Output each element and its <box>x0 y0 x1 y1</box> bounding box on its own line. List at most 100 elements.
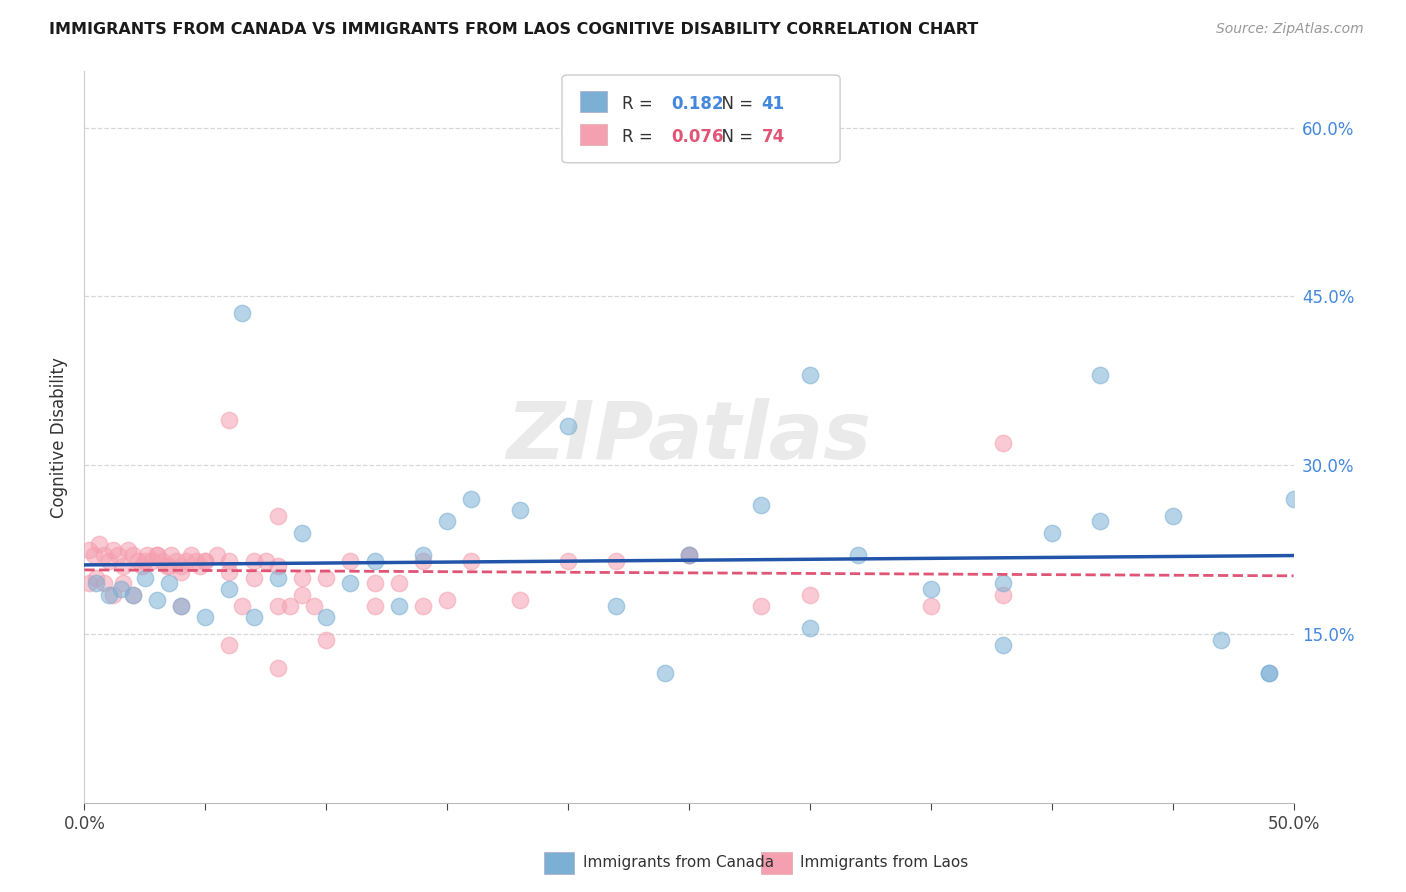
Point <box>654 666 676 681</box>
Point <box>799 588 821 602</box>
Point <box>218 565 240 579</box>
Point <box>557 554 579 568</box>
Point <box>231 599 253 613</box>
Point <box>412 548 434 562</box>
Point <box>134 571 156 585</box>
Text: IMMIGRANTS FROM CANADA VS IMMIGRANTS FROM LAOS COGNITIVE DISABILITY CORRELATION : IMMIGRANTS FROM CANADA VS IMMIGRANTS FRO… <box>49 22 979 37</box>
Point <box>993 435 1015 450</box>
Point <box>121 548 143 562</box>
Point <box>180 548 202 562</box>
Point <box>993 576 1015 591</box>
Point <box>218 582 240 596</box>
Point <box>194 554 217 568</box>
Point <box>605 554 627 568</box>
Point <box>218 638 240 652</box>
Point <box>751 599 773 613</box>
Point <box>231 306 253 320</box>
Point <box>97 588 120 602</box>
Text: 74: 74 <box>762 128 785 146</box>
Point <box>278 599 301 613</box>
Point <box>436 593 458 607</box>
Text: Source: ZipAtlas.com: Source: ZipAtlas.com <box>1216 22 1364 37</box>
Point <box>121 588 143 602</box>
Point <box>436 515 458 529</box>
Point <box>339 554 361 568</box>
Point <box>77 576 100 591</box>
Text: N =: N = <box>710 128 758 146</box>
Point <box>107 548 129 562</box>
Point <box>170 565 193 579</box>
Point <box>412 599 434 613</box>
Point <box>97 554 120 568</box>
Point <box>315 571 337 585</box>
Text: R =: R = <box>623 128 658 146</box>
Point <box>254 554 277 568</box>
Point <box>190 559 212 574</box>
Point <box>1088 368 1111 383</box>
Point <box>1282 491 1305 506</box>
Point <box>460 554 482 568</box>
Text: 41: 41 <box>762 95 785 113</box>
Point <box>86 576 108 591</box>
Point <box>363 599 385 613</box>
Point <box>1161 508 1184 523</box>
Point <box>103 588 125 602</box>
Point <box>267 661 290 675</box>
Point <box>194 554 217 568</box>
Text: ZIPatlas: ZIPatlas <box>506 398 872 476</box>
Text: Immigrants from Laos: Immigrants from Laos <box>800 855 969 871</box>
Point <box>267 571 290 585</box>
Point <box>363 576 385 591</box>
Point <box>1258 666 1281 681</box>
Point <box>388 576 411 591</box>
Point <box>146 593 169 607</box>
Point <box>678 548 700 562</box>
Point <box>509 503 531 517</box>
Point <box>93 548 115 562</box>
Point <box>291 525 314 540</box>
Point <box>170 599 193 613</box>
Point <box>86 571 108 585</box>
Point <box>509 593 531 607</box>
Point <box>920 599 942 613</box>
Point <box>127 554 149 568</box>
Point <box>207 548 229 562</box>
Point <box>131 559 153 574</box>
Point <box>267 599 290 613</box>
Point <box>846 548 869 562</box>
Point <box>112 576 135 591</box>
Point <box>412 554 434 568</box>
Point <box>242 554 264 568</box>
Point <box>146 548 169 562</box>
Point <box>993 638 1015 652</box>
Point <box>218 554 240 568</box>
Point <box>218 413 240 427</box>
Point <box>155 559 177 574</box>
Point <box>83 548 105 562</box>
Text: 0.182: 0.182 <box>671 95 723 113</box>
Point <box>315 632 337 647</box>
Point <box>136 548 159 562</box>
Point <box>141 554 163 568</box>
Point <box>165 554 187 568</box>
Point <box>117 542 139 557</box>
Point <box>302 599 325 613</box>
Point <box>157 576 180 591</box>
Point <box>1040 525 1063 540</box>
Point <box>339 576 361 591</box>
Point <box>242 610 264 624</box>
Point <box>160 548 183 562</box>
Point <box>678 548 700 562</box>
Point <box>993 588 1015 602</box>
Point <box>388 599 411 613</box>
Point <box>110 582 132 596</box>
Point <box>170 599 193 613</box>
Point <box>291 571 314 585</box>
Bar <box>581 124 607 145</box>
Y-axis label: Cognitive Disability: Cognitive Disability <box>51 357 69 517</box>
Point <box>121 588 143 602</box>
Point <box>557 418 579 433</box>
Point <box>112 559 135 574</box>
Point <box>134 554 156 568</box>
Point <box>751 498 773 512</box>
